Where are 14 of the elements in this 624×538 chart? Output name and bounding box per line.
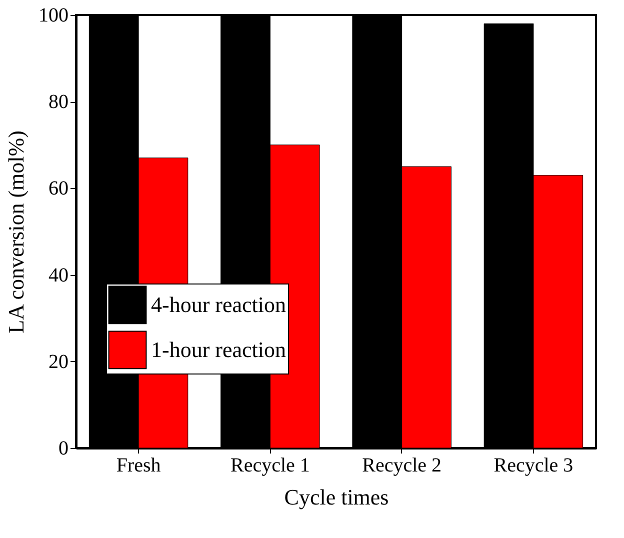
x-axis-title: Cycle times — [284, 484, 389, 510]
y-tick-label: 20 — [48, 350, 68, 373]
y-tick-label: 0 — [58, 438, 68, 460]
y-tick-label: 60 — [48, 178, 68, 200]
x-tick-label: Recycle 2 — [362, 454, 442, 476]
legend-label: 1-hour reaction — [151, 336, 286, 362]
x-tick-label: Recycle 1 — [230, 454, 310, 476]
y-tick-label: 80 — [48, 91, 68, 114]
legend-label: 4-hour reaction — [151, 292, 286, 317]
x-tick-label: Recycle 3 — [494, 454, 574, 476]
y-tick-label: 40 — [48, 264, 68, 286]
x-tick-label: Fresh — [116, 454, 161, 476]
y-tick-label: 100 — [38, 4, 68, 26]
y-axis-title: LA conversion (mol%) — [4, 130, 28, 334]
